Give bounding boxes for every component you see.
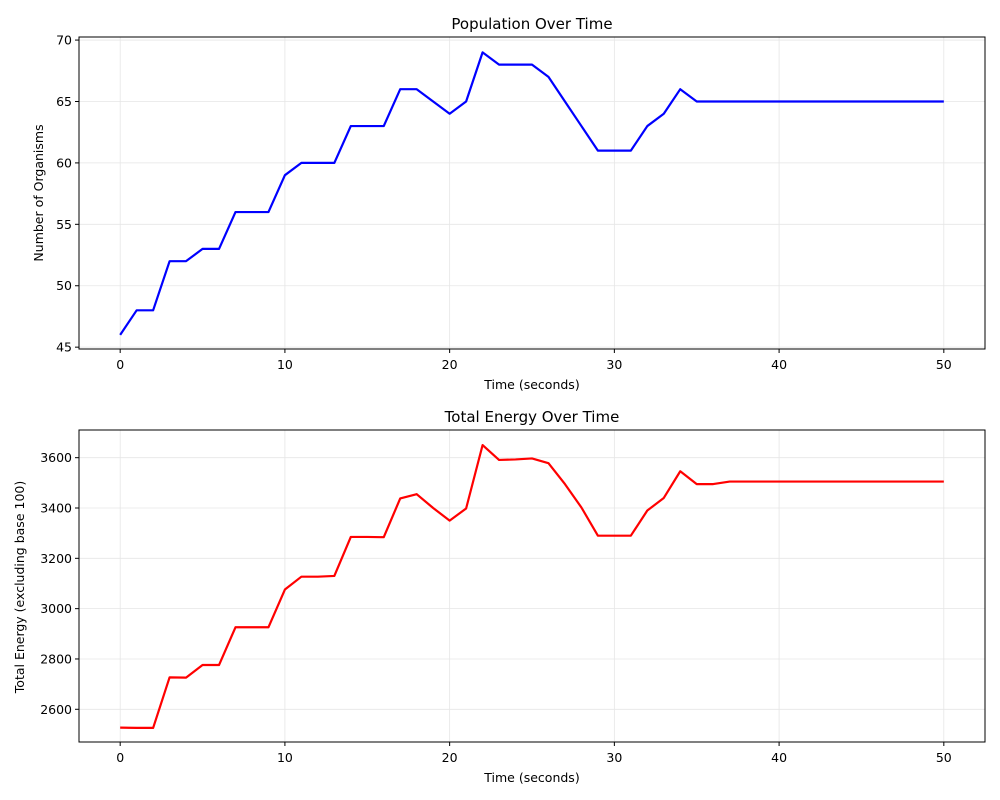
energy-chart: Total Energy Over Time Time (seconds) To… <box>12 408 986 785</box>
energy-y-axis-label: Total Energy (excluding base 100) <box>12 481 27 694</box>
energy-x-axis-label: Time (seconds) <box>483 770 579 785</box>
energy-chart-title: Total Energy Over Time <box>444 408 620 426</box>
population-x-tick-label: 0 <box>116 357 124 372</box>
population-chart: Population Over Time Time (seconds) Numb… <box>31 15 986 392</box>
population-y-axis-label: Number of Organisms <box>31 124 46 261</box>
population-y-tick-label: 55 <box>56 217 72 232</box>
population-x-tick-label: 20 <box>442 357 458 372</box>
energy-y-tick-label: 3200 <box>40 551 72 566</box>
energy-y-tick-label: 2600 <box>40 702 72 717</box>
population-y-tick-label: 45 <box>56 340 72 355</box>
energy-y-tick-label: 2800 <box>40 651 72 666</box>
energy-x-tick-label: 50 <box>936 750 952 765</box>
population-y-tick-label: 60 <box>56 155 72 170</box>
energy-y-tick-label: 3400 <box>40 501 72 516</box>
population-x-tick-label: 50 <box>936 357 952 372</box>
population-x-tick-label: 40 <box>771 357 787 372</box>
population-series-line <box>119 51 944 336</box>
population-axes-frame <box>78 36 986 350</box>
energy-y-tick-label: 3600 <box>40 450 72 465</box>
energy-y-tick-label: 3000 <box>40 601 72 616</box>
population-chart-title: Population Over Time <box>451 15 612 33</box>
population-y-tick-label: 70 <box>56 33 72 48</box>
population-y-tick-label: 65 <box>56 94 72 109</box>
population-x-tick-label: 10 <box>277 357 293 372</box>
energy-x-tick-label: 30 <box>606 750 622 765</box>
energy-x-tick-label: 20 <box>442 750 458 765</box>
population-x-tick-label: 30 <box>606 357 622 372</box>
population-x-axis-label: Time (seconds) <box>483 377 579 392</box>
energy-x-tick-label: 40 <box>771 750 787 765</box>
population-y-tick-label: 50 <box>56 278 72 293</box>
energy-series-line <box>120 444 944 730</box>
energy-x-tick-label: 0 <box>116 750 124 765</box>
energy-axes-frame <box>78 429 986 743</box>
energy-x-tick-label: 10 <box>277 750 293 765</box>
